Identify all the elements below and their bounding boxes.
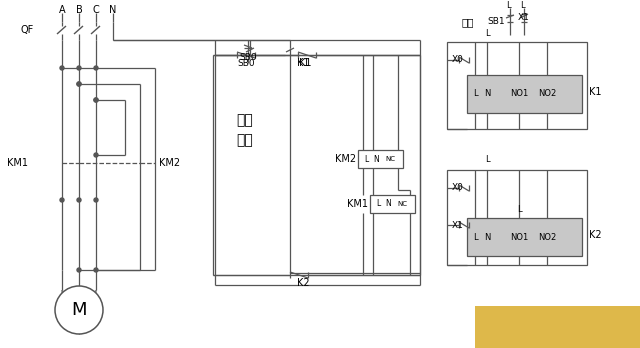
Circle shape <box>77 82 81 86</box>
Text: L: L <box>484 156 490 165</box>
Circle shape <box>60 66 64 70</box>
Text: KM2: KM2 <box>335 154 356 164</box>
Text: M: M <box>71 301 87 319</box>
Text: KM2: KM2 <box>159 158 180 168</box>
Text: N: N <box>385 199 391 208</box>
Text: B: B <box>76 5 83 15</box>
Text: L: L <box>484 30 490 39</box>
Text: NC: NC <box>397 201 407 207</box>
Circle shape <box>77 66 81 70</box>
Circle shape <box>94 98 98 102</box>
Text: NO1: NO1 <box>510 89 528 98</box>
Bar <box>467 75 582 113</box>
Text: K1: K1 <box>297 58 309 68</box>
Circle shape <box>77 268 81 272</box>
Text: N: N <box>484 89 490 98</box>
Text: KM1: KM1 <box>8 158 29 168</box>
Text: C: C <box>93 5 99 15</box>
Circle shape <box>94 198 98 202</box>
Text: KM1: KM1 <box>348 199 369 209</box>
Circle shape <box>94 268 98 272</box>
Text: X0: X0 <box>452 55 464 64</box>
Text: N: N <box>109 5 116 15</box>
Text: diangongwu.com: diangongwu.com <box>517 332 595 341</box>
Text: L: L <box>364 155 368 164</box>
Text: NO2: NO2 <box>538 89 556 98</box>
Text: L: L <box>473 232 477 242</box>
Text: L: L <box>516 206 522 214</box>
Text: NO2: NO2 <box>538 232 556 242</box>
Text: NO1: NO1 <box>510 232 528 242</box>
Text: 急停: 急停 <box>237 113 253 127</box>
Circle shape <box>94 153 98 157</box>
Bar <box>467 218 582 256</box>
Text: SB1: SB1 <box>487 17 505 26</box>
Bar <box>358 150 403 168</box>
Bar <box>447 42 587 129</box>
Text: L: L <box>520 1 524 10</box>
Text: K2: K2 <box>297 278 309 288</box>
Text: N: N <box>373 155 379 164</box>
Text: K1: K1 <box>589 87 601 97</box>
Circle shape <box>94 66 98 70</box>
Text: L: L <box>376 199 380 208</box>
Text: N: N <box>484 232 490 242</box>
Circle shape <box>77 198 81 202</box>
Bar <box>447 170 587 265</box>
Text: X1: X1 <box>452 221 464 229</box>
Text: L: L <box>506 1 510 10</box>
Text: X1: X1 <box>518 14 530 23</box>
Circle shape <box>60 198 64 202</box>
Text: K1: K1 <box>299 58 311 68</box>
Text: 电工之屋: 电工之屋 <box>540 316 570 329</box>
Text: A: A <box>59 5 65 15</box>
Text: X0: X0 <box>452 183 464 192</box>
Text: 按鈕: 按鈕 <box>237 133 253 147</box>
Circle shape <box>94 98 98 102</box>
Text: K2: K2 <box>589 230 602 240</box>
Circle shape <box>77 82 81 86</box>
Bar <box>475 306 640 348</box>
Bar <box>370 195 415 213</box>
Text: SB0: SB0 <box>237 58 255 68</box>
Text: 启动: 启动 <box>461 17 474 27</box>
Text: QF: QF <box>20 25 34 35</box>
Text: NC: NC <box>385 156 395 162</box>
Text: SB0: SB0 <box>239 53 257 62</box>
Circle shape <box>55 286 103 334</box>
Text: L: L <box>473 89 477 98</box>
